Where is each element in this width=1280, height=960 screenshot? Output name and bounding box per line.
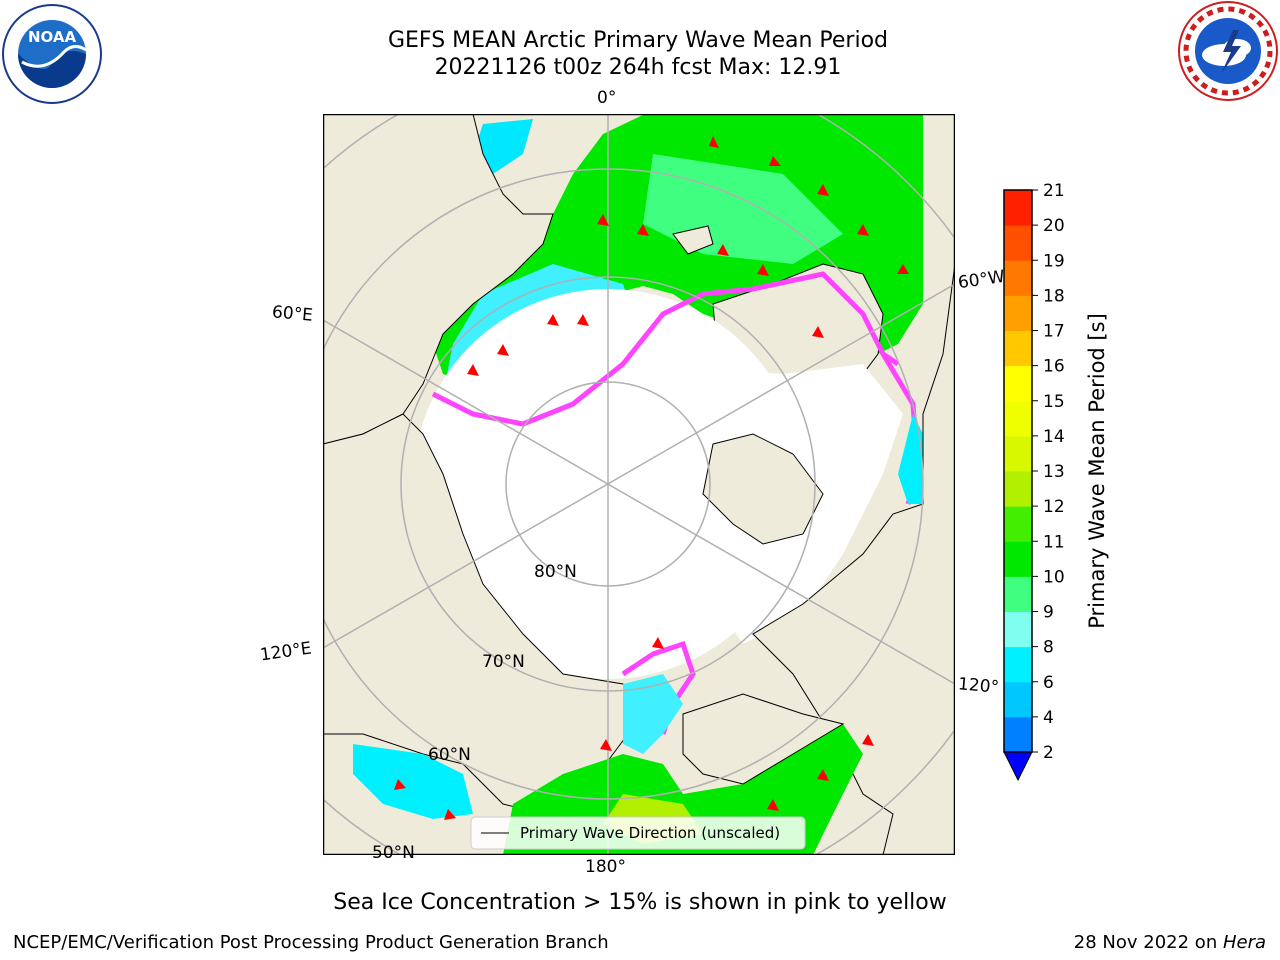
arrow: [652, 637, 664, 649]
colorbar-tick-label: 9: [1043, 603, 1054, 623]
colorbar-bin: [1004, 330, 1032, 367]
svalbard-land: [672, 225, 714, 255]
date-text: 28 Nov 2022 on Hera: [1074, 932, 1266, 953]
colorbar-under-triangle: [1003, 751, 1033, 782]
colorbar-tick-label: 4: [1043, 708, 1054, 728]
lat-label-80: 80°N: [534, 562, 577, 582]
chart-subtitle: 20221126 t00z 264h fcst Max: 12.91: [434, 55, 842, 80]
arrow: [467, 364, 479, 376]
map-legend: Primary Wave Direction (unscaled): [470, 816, 806, 850]
lon-label-0: 0°: [597, 88, 617, 108]
arrow: [769, 156, 781, 166]
arrow: [817, 769, 829, 781]
colorbar-tick-label: 21: [1043, 181, 1065, 201]
okhotsk-wave-field: [353, 744, 473, 819]
colorbar-bin: [1004, 716, 1032, 753]
colorbar-bin: [1004, 681, 1032, 718]
colorbar-bin: [1004, 260, 1032, 296]
colorbar-tick-label: 10: [1043, 567, 1065, 587]
arrow: [547, 314, 559, 326]
colorbar-bin: [1004, 611, 1032, 648]
canadian-islands: [702, 433, 824, 545]
arrow: [897, 264, 909, 274]
arrow: [857, 224, 869, 236]
arrow: [817, 184, 829, 196]
colorbar-label: Primary Wave Mean Period [s]: [1085, 313, 1109, 629]
colorbar-bin: [1004, 225, 1032, 261]
date-prefix: 28 Nov 2022 on: [1073, 932, 1223, 953]
colorbar-bin: [1004, 646, 1032, 683]
bering-sea-wave-field: [623, 674, 683, 754]
colorbar-bin: [1004, 295, 1032, 331]
colorbar-tick-label: 8: [1043, 638, 1054, 658]
colorbar-tick-label: 19: [1043, 251, 1065, 271]
wave-direction-arrows: [394, 136, 909, 820]
legend-box: [470, 816, 806, 850]
lat-label-60: 60°N: [428, 745, 471, 765]
colorbar-bin: [1004, 541, 1032, 577]
colorbar-tick-label: 17: [1043, 322, 1065, 342]
colorbar-bin: [1004, 435, 1032, 472]
lon-label-60e: 60°E: [271, 302, 314, 326]
colorbar-tick-label: 20: [1043, 216, 1065, 236]
colorbar-bin: [1004, 576, 1032, 612]
arctic-map: Primary Wave Direction (unscaled): [322, 113, 956, 859]
colorbar-tick-label: 11: [1043, 532, 1065, 552]
arrow: [577, 314, 589, 326]
arrow: [709, 136, 719, 148]
arrow: [757, 264, 769, 276]
colorbar: 21 20 19 18 17 16 15 14 13 12 11 10 9 8 6 4 2 Primary Wa…: [990, 180, 1120, 794]
north-america-land: [752, 263, 955, 855]
nws-logo: [1177, 0, 1279, 106]
baltic-wave-field: [473, 119, 533, 174]
lat-label-70: 70°N: [482, 652, 525, 672]
colorbar-bin: [1004, 400, 1032, 437]
legend-label: Primary Wave Direction (unscaled): [520, 824, 780, 842]
machine-name: Hera: [1222, 932, 1266, 953]
sea-ice-edge-atlantic: [431, 271, 900, 427]
colorbar-tick-label: 6: [1043, 673, 1054, 693]
arrow: [862, 734, 874, 746]
map-frame: [322, 113, 956, 856]
chart-title: GEFS MEAN Arctic Primary Wave Mean Perio…: [387, 28, 888, 53]
colorbar-bin: [1004, 471, 1032, 507]
colorbar-bin: [1004, 506, 1032, 542]
lon-label-180: 180°: [585, 857, 626, 877]
noaa-logo-text: NOAA: [28, 28, 77, 46]
sea-ice-note: Sea Ice Concentration > 15% is shown in …: [333, 890, 947, 915]
arrow: [812, 326, 824, 338]
lat-label-50: 50°N: [372, 843, 415, 863]
alaska-land: [682, 693, 845, 785]
credit-text: NCEP/EMC/Verification Post Processing Pr…: [13, 932, 609, 953]
colorbar-tick-label: 16: [1043, 357, 1065, 377]
arrow: [600, 739, 612, 751]
arrow: [394, 779, 406, 790]
colorbar-bin: [1004, 365, 1032, 402]
colorbar-tick-label: 15: [1043, 392, 1065, 412]
graticule: [323, 114, 955, 855]
colorbar-svg: 21 20 19 18 17 16 15 14 13 12 11 10 9 8 6 4 2 Primary Wa…: [1003, 181, 1109, 782]
arrow: [497, 344, 509, 356]
arrow: [444, 809, 456, 820]
colorbar-bin: [1004, 190, 1032, 226]
hudson-bay-wave-field: [898, 414, 923, 504]
noaa-logo: NOAA: [2, 4, 102, 108]
colorbar-tick-label: 18: [1043, 286, 1065, 306]
meridian-120e-60w: [323, 283, 955, 649]
meridian-60e-120w: [323, 319, 955, 685]
arrow: [637, 224, 649, 236]
arrow: [767, 799, 779, 811]
lon-label-120e: 120°E: [258, 638, 313, 666]
colorbar-tick-label: 2: [1043, 743, 1054, 763]
colorbar-tick-label: 14: [1043, 427, 1065, 447]
colorbar-tick-label: 13: [1043, 462, 1065, 482]
arrow: [597, 214, 609, 226]
arrow: [717, 244, 729, 256]
colorbar-tick-label: 12: [1043, 497, 1065, 517]
